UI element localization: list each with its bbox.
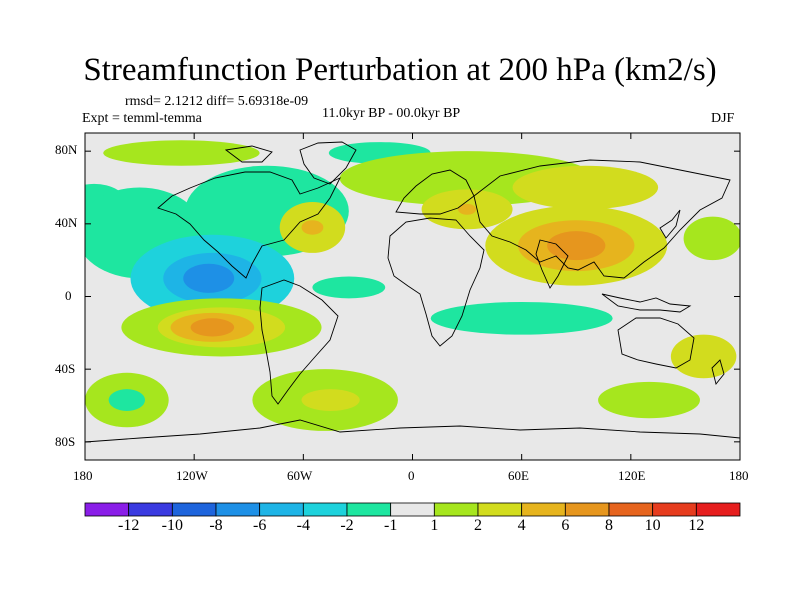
contour-region-14: [683, 216, 740, 261]
contour-region-13: [547, 231, 606, 261]
coast-arctic-islands: [224, 145, 273, 163]
colorbar-label-13: 12: [688, 517, 705, 534]
lon-tick-60w: 60W: [287, 468, 313, 483]
lon-tick-120e: 120E: [618, 468, 646, 483]
colorbar-label-10: 6: [561, 517, 570, 534]
coast-africa: [387, 217, 485, 347]
lat-tick-80s: 80S: [55, 434, 76, 449]
colorbar-label-4: -4: [296, 517, 310, 534]
colorbar-label-8: 2: [474, 517, 482, 534]
period-label: 11.0kyr BP - 00.0kyr BP: [322, 106, 461, 121]
colorbar-label-12: 10: [644, 517, 661, 534]
colorbar-label-2: -8: [209, 517, 223, 534]
contour-region-27: [108, 389, 146, 411]
lon-tick-0: 0: [408, 468, 415, 483]
contour-region-0: [103, 140, 260, 166]
coast-asia: [473, 159, 731, 279]
contour-region-8: [301, 220, 324, 235]
contour-region-3: [512, 165, 659, 210]
coast-greenland: [299, 141, 357, 185]
coast-south-america: [259, 279, 339, 405]
contour-region-19: [430, 301, 613, 335]
colorbar-swatch-11: [564, 502, 610, 517]
colorbar-swatch-7: [390, 502, 435, 517]
colorbar-label-6: -1: [383, 517, 398, 534]
colorbar-label-5: -2: [340, 517, 354, 534]
colorbar-swatch-12: [608, 502, 654, 517]
colorbar-swatch-5: [302, 502, 348, 517]
experiment-label: Expt = temml-temma: [82, 111, 202, 126]
colorbar-label-3: -6: [252, 517, 267, 534]
colorbar-swatch-1: [128, 502, 173, 517]
coast-india: [535, 239, 569, 289]
stats-label: rmsd= 2.1212 diff= 5.69318e-09: [125, 94, 309, 109]
colorbar-swatch-10: [521, 502, 566, 517]
contour-region-29: [598, 381, 700, 419]
colorbar-label-1: -10: [161, 517, 183, 534]
contour-region-18: [312, 276, 386, 299]
coast-antarctica: [85, 419, 740, 443]
colorbar: [84, 502, 741, 517]
colorbar-swatch-8: [433, 502, 479, 517]
chart-title: Streamfunction Perturbation at 200 hPa (…: [83, 52, 717, 88]
colorbar-label-7: 1: [430, 517, 439, 534]
coast-new-zealand: [711, 359, 725, 385]
colorbar-swatch-13: [652, 502, 697, 517]
colorbar-swatch-14: [695, 502, 741, 517]
colorbar-label-0: -12: [117, 517, 140, 534]
colorbar-swatch-9: [477, 502, 523, 517]
colorbar-swatch-3: [215, 502, 261, 517]
coast-indonesia: [601, 293, 692, 313]
lat-tick-40n: 40N: [55, 215, 78, 230]
lon-tick-120w: 120W: [176, 468, 208, 483]
lat-tick-0: 0: [65, 288, 72, 303]
lat-tick-80n: 80N: [55, 142, 78, 157]
colorbar-swatch-6: [346, 502, 392, 517]
lon-tick-60e: 60E: [508, 468, 529, 483]
colorbar-label-9: 4: [517, 517, 526, 534]
contour-region-25: [301, 389, 360, 411]
colorbar-label-11: 8: [605, 517, 613, 534]
lon-tick-180e: 180: [729, 468, 749, 483]
contour-region-28: [670, 334, 737, 379]
contour-region-17: [183, 263, 235, 293]
coast-north-america: [157, 171, 341, 279]
coast-europe: [395, 169, 475, 215]
axis-ticks: [84, 133, 741, 460]
contour-region-10: [457, 203, 477, 215]
coast-australia: [617, 317, 695, 369]
lon-tick-180w: 180: [73, 468, 93, 483]
colorbar-swatch-0: [84, 502, 130, 517]
coastlines: [85, 141, 740, 443]
season-label: DJF: [711, 111, 735, 126]
colorbar-swatch-4: [259, 502, 304, 517]
coast-japan: [659, 209, 681, 239]
contour-field: [85, 140, 740, 431]
lat-tick-40s: 40S: [55, 361, 76, 376]
contour-region-23: [190, 318, 235, 337]
colorbar-swatch-2: [171, 502, 217, 517]
